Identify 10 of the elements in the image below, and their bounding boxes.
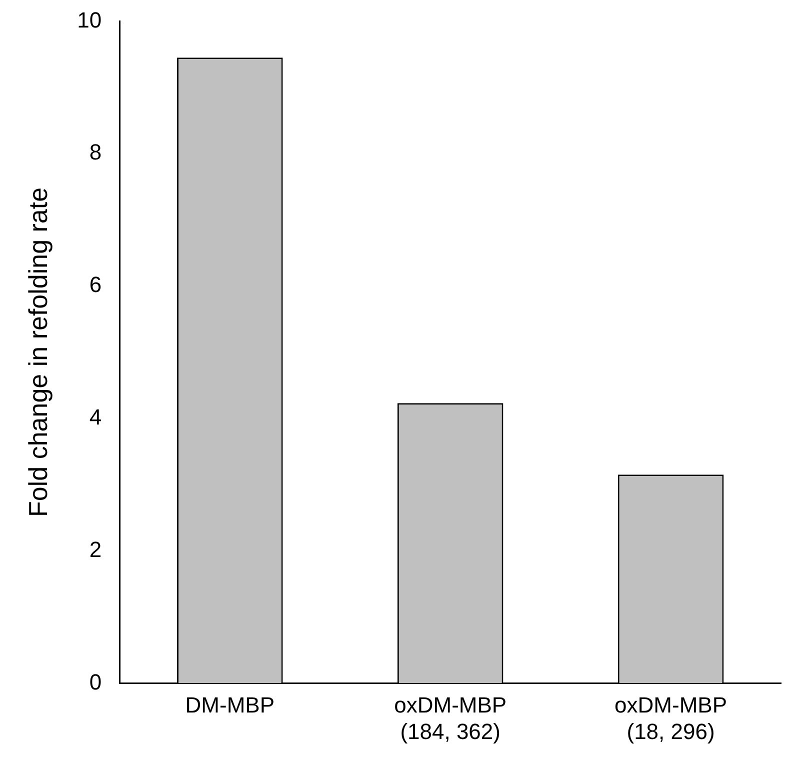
y-tick-label: 6 — [89, 272, 102, 298]
x-tick-label: oxDM-MBP (18, 296) — [614, 692, 728, 744]
y-tick-label: 4 — [89, 404, 102, 430]
x-tick-label: oxDM-MBP (184, 362) — [394, 692, 507, 744]
y-tick-label: 10 — [77, 7, 102, 32]
y-tick-label: 8 — [89, 140, 102, 165]
y-axis-title: Fold change in refolding rate — [22, 187, 53, 517]
y-tick-label: 0 — [89, 669, 102, 694]
x-tick-label: DM-MBP — [185, 692, 274, 718]
y-tick-label: 2 — [89, 536, 102, 562]
